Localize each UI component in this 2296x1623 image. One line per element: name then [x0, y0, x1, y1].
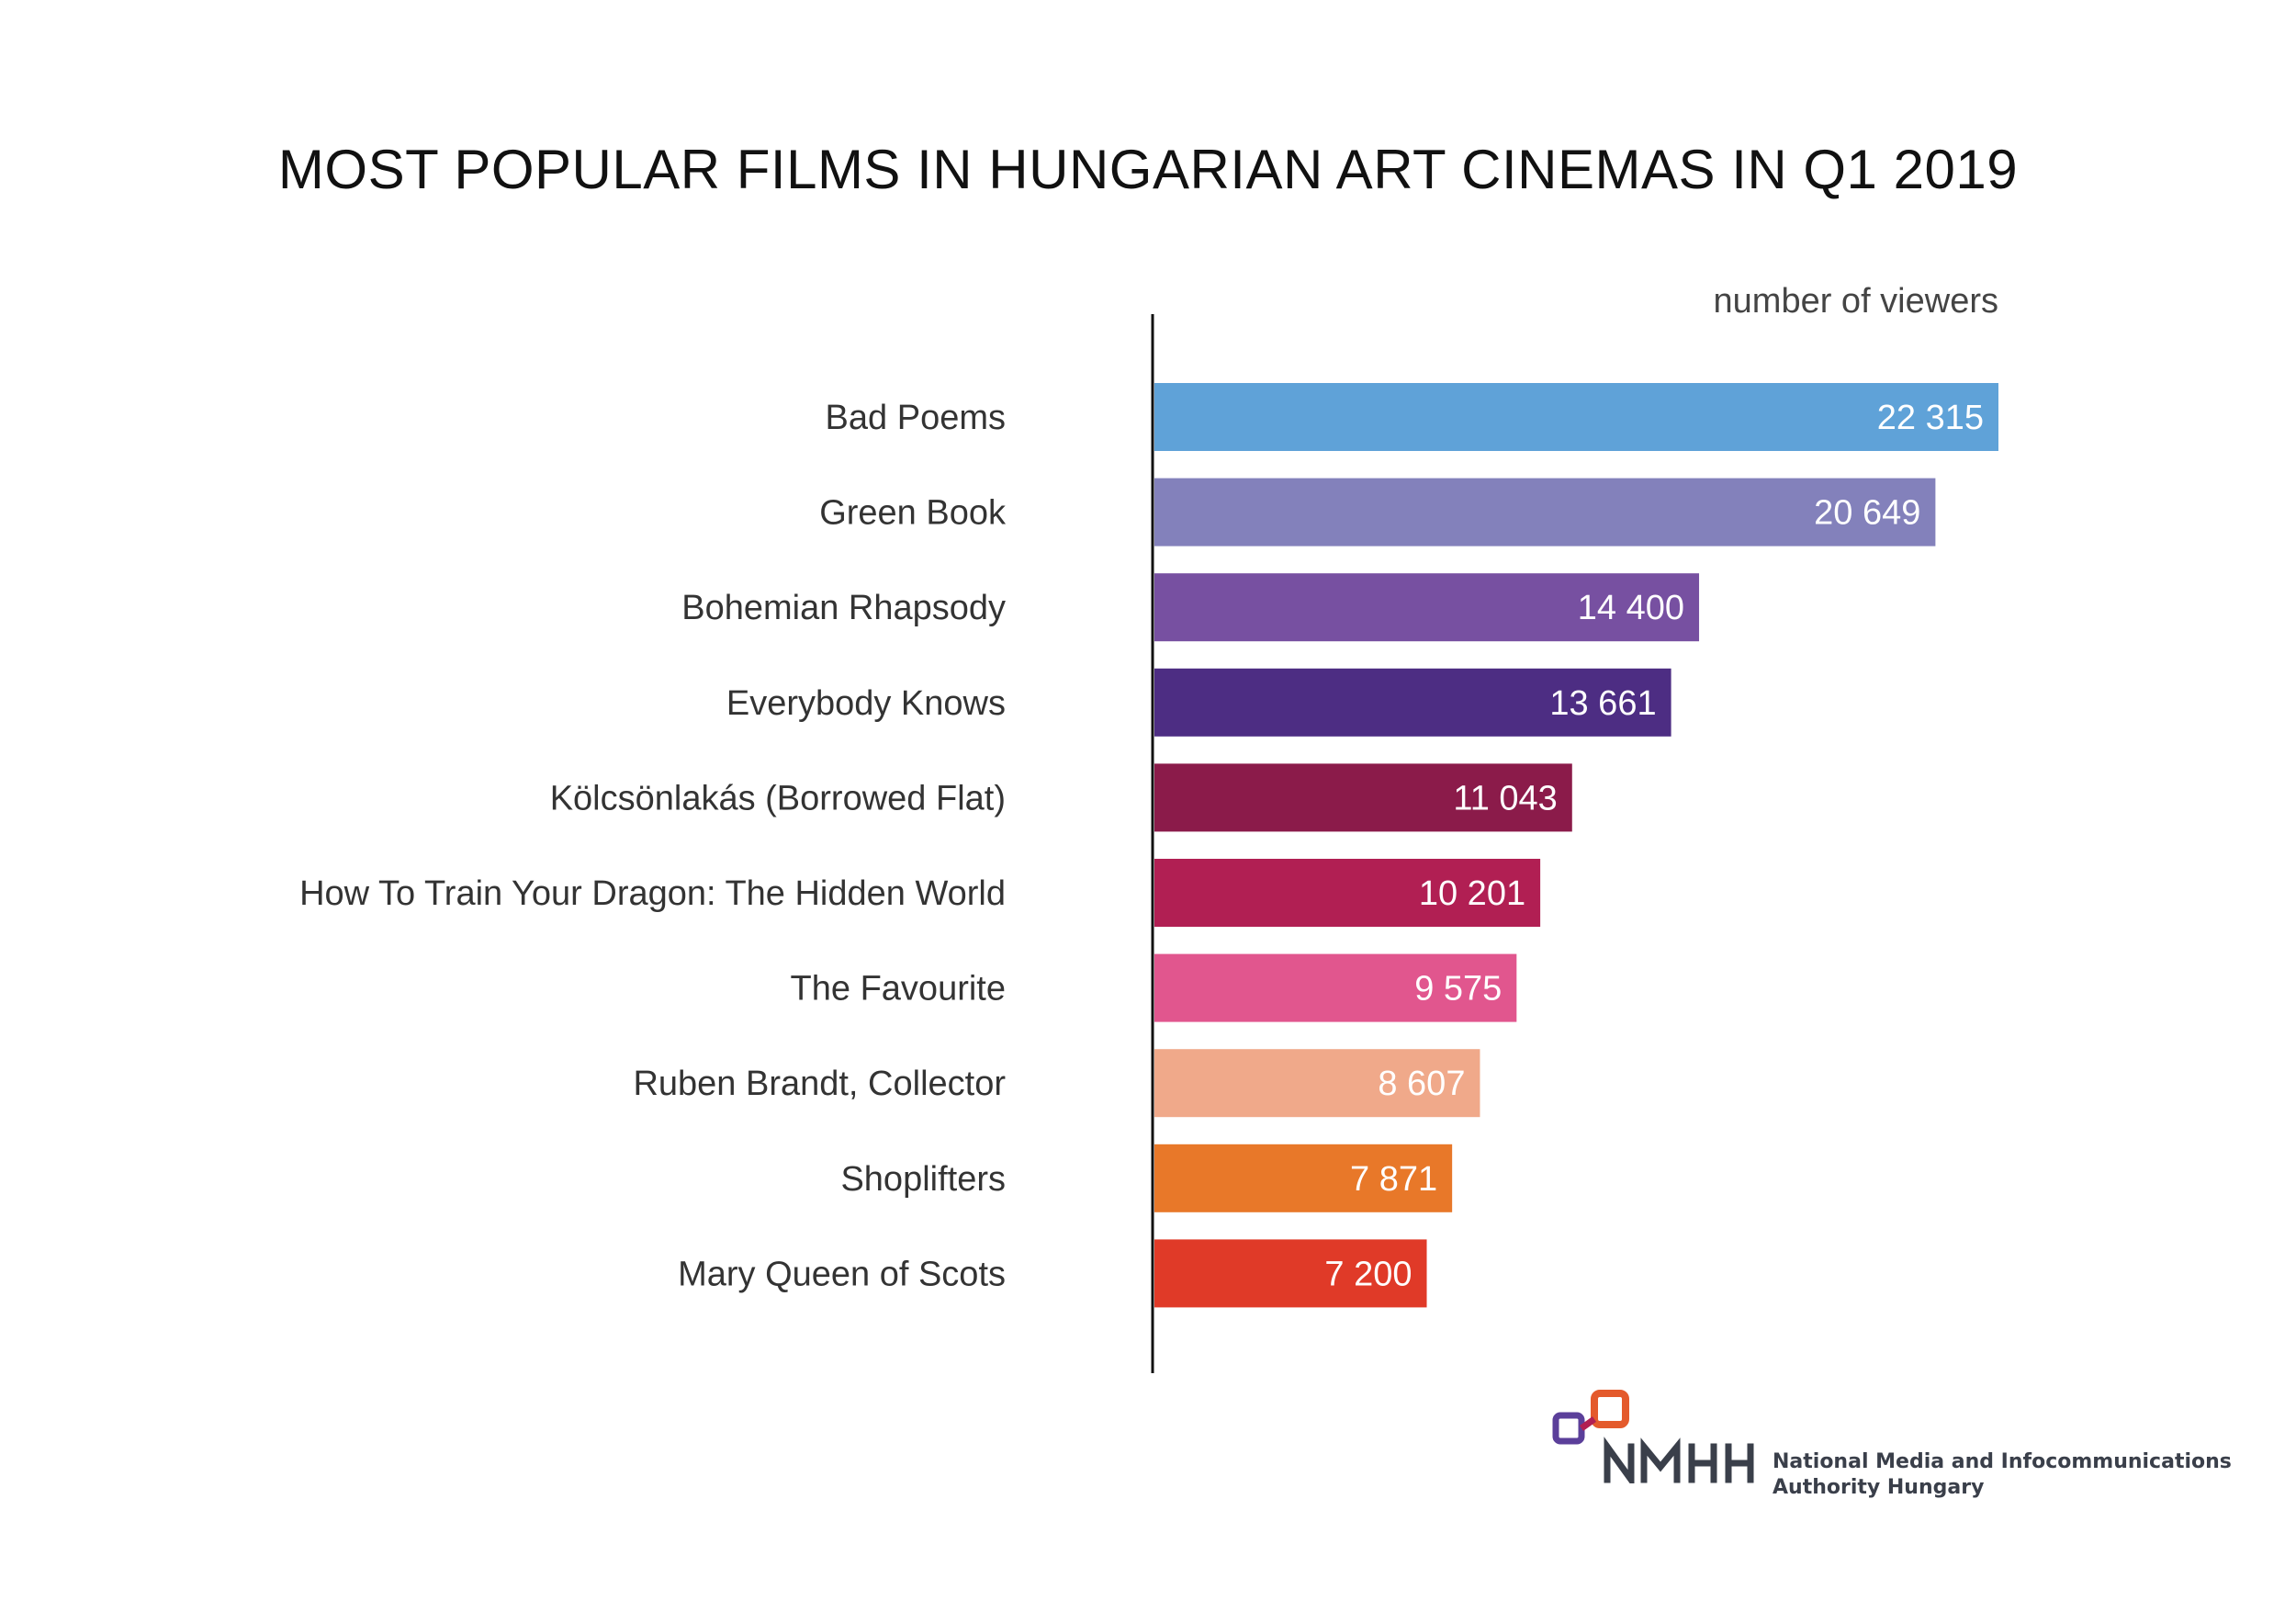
category-label: Mary Queen of Scots — [678, 1255, 1006, 1293]
bar — [1154, 953, 1517, 1022]
axis-label: number of viewers — [1714, 282, 1998, 321]
chart-title: MOST POPULAR FILMS IN HUNGARIAN ART CINE… — [277, 139, 2019, 200]
logo-wordmark — [1604, 1437, 1754, 1483]
value-label: 14 400 — [1578, 589, 1684, 627]
category-label: Ruben Brandt, Collector — [633, 1065, 1006, 1103]
organization-name-line1: National Media and Infocommunications — [1773, 1450, 2232, 1473]
value-label: 7 200 — [1324, 1255, 1412, 1293]
nmhh-logo — [1552, 1390, 1754, 1483]
category-label: Bad Poems — [826, 399, 1006, 437]
bar — [1154, 1049, 1480, 1118]
bar — [1154, 1144, 1453, 1212]
value-label: 11 043 — [1453, 779, 1557, 817]
value-label: 10 201 — [1419, 874, 1525, 913]
bar — [1154, 478, 1936, 547]
bar — [1154, 573, 1700, 642]
value-label: 22 315 — [1877, 399, 1984, 437]
category-label: Green Book — [819, 494, 1007, 533]
category-label: How To Train Your Dragon: The Hidden Wor… — [299, 874, 1006, 913]
category-label: Everybody Knows — [726, 684, 1006, 723]
value-label: 20 649 — [1814, 494, 1920, 533]
value-label: 8 607 — [1378, 1065, 1465, 1103]
logo-emblem-square-large — [1591, 1390, 1629, 1428]
value-label: 13 661 — [1549, 684, 1656, 723]
category-label: Kölcsönlakás (Borrowed Flat) — [550, 779, 1006, 817]
category-label: The Favourite — [791, 970, 1006, 1009]
bar — [1154, 383, 1998, 451]
category-label: Bohemian Rhapsody — [681, 589, 1006, 627]
organization-name-line2: Authority Hungary — [1773, 1476, 1985, 1499]
value-label: 9 575 — [1414, 970, 1502, 1009]
logo-emblem-link — [1579, 1416, 1597, 1431]
bar — [1154, 859, 1541, 927]
bar — [1154, 1239, 1427, 1308]
bar — [1154, 668, 1671, 737]
category-label: Shoplifters — [840, 1160, 1006, 1199]
bar — [1154, 763, 1572, 832]
organization-name: National Media and Infocommunications Au… — [1773, 1449, 2232, 1501]
value-label: 7 871 — [1350, 1160, 1437, 1199]
logo-emblem-square-small — [1552, 1412, 1585, 1445]
